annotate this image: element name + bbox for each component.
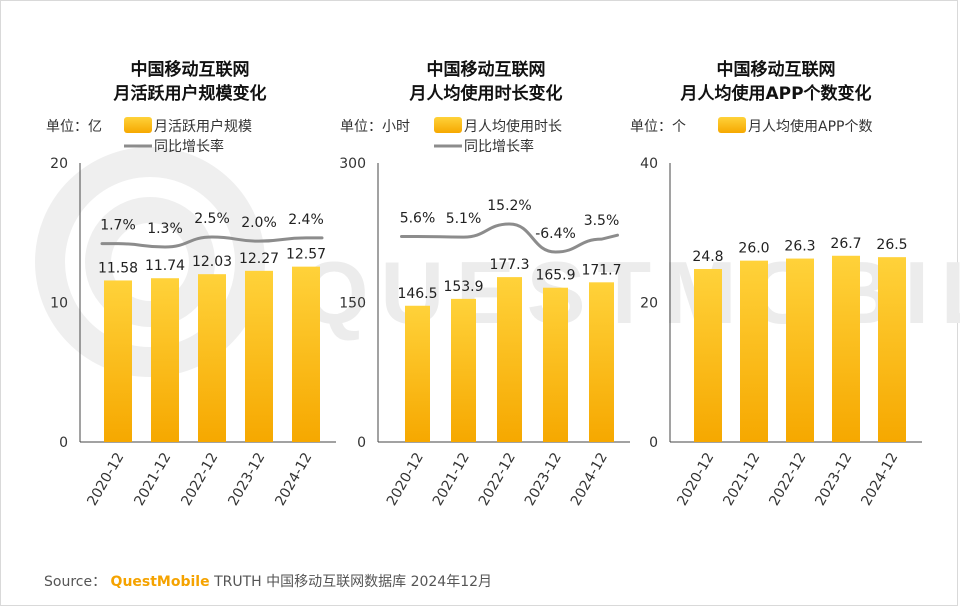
growth-label: 2.0% [241,215,277,231]
growth-label: -6.4% [535,226,576,242]
bar [198,274,226,442]
source-line: Source： QuestMobile TRUTH 中国移动互联网数据库 202… [44,571,492,591]
y-tick-label: 150 [339,296,366,312]
x-tick-label: 2021-12 [430,450,473,509]
y-tick-label: 0 [357,435,366,451]
legend-bar-swatch [124,117,152,133]
bar [405,305,430,442]
chart-title-line: 月活跃用户规模变化 [113,83,267,104]
bar [497,277,522,442]
bar-value-label: 165.9 [535,268,575,284]
growth-label: 1.3% [147,221,183,237]
x-tick-label: 2022-12 [178,450,221,509]
legend-line-label: 同比增长率 [154,138,224,155]
x-tick-label: 2024-12 [568,450,611,509]
bar [786,258,814,442]
unit-label: 单位：亿 [46,119,102,135]
bar [694,269,722,442]
x-tick-label: 2020-12 [674,450,717,509]
chart-title-line: 月人均使用APP个数变化 [679,83,871,104]
legend-bar-label: 月活跃用户规模 [154,118,252,135]
x-tick-label: 2023-12 [812,450,855,509]
unit-label: 单位：个 [630,119,686,135]
growth-label: 1.7% [100,218,136,234]
bar-value-label: 12.27 [239,251,279,267]
y-tick-label: 20 [50,156,68,172]
chart-title-line: 中国移动互联网 [131,59,250,80]
bar [451,298,476,442]
chart-title-line: 中国移动互联网 [427,59,546,80]
legend-bar-label: 月人均使用APP个数 [748,118,872,135]
growth-label: 2.5% [194,211,230,227]
source-label: Source： [44,574,107,590]
bar-value-label: 26.5 [876,237,907,253]
bar-value-label: 11.74 [145,258,185,274]
growth-label: 15.2% [487,198,531,214]
y-tick-label: 300 [339,156,366,172]
bar [740,260,768,442]
x-tick-label: 2024-12 [272,450,315,509]
y-tick-label: 10 [50,296,68,312]
bar [589,282,614,442]
bar [292,266,320,442]
chart-title-line: 中国移动互联网 [717,59,836,80]
x-tick-label: 2024-12 [858,450,901,509]
bar-value-label: 171.7 [581,262,621,278]
legend-bar-swatch [718,117,746,133]
bar-value-label: 12.57 [286,247,326,263]
y-tick-label: 40 [640,156,658,172]
x-tick-label: 2020-12 [384,450,427,509]
bar [832,255,860,442]
x-tick-label: 2023-12 [225,450,268,509]
bar-value-label: 11.58 [98,260,138,276]
legend-bar-label: 月人均使用时长 [464,118,562,135]
x-tick-label: 2020-12 [84,450,127,509]
growth-label: 5.1% [446,211,482,227]
legend-bar-swatch [434,117,462,133]
bar-value-label: 26.7 [830,236,861,252]
bar-value-label: 12.03 [192,254,232,270]
x-tick-label: 2021-12 [131,450,174,509]
growth-line [400,222,619,254]
bar [543,287,568,442]
bar-value-label: 177.3 [489,257,529,273]
y-tick-label: 0 [649,435,658,451]
bar-value-label: 26.0 [738,241,769,257]
x-tick-label: 2022-12 [476,450,519,509]
bar [878,257,906,442]
source-brand: QuestMobile [110,574,210,590]
unit-label: 单位：小时 [340,119,410,135]
bar [104,280,132,442]
growth-label: 2.4% [288,212,324,228]
growth-label: 5.6% [400,210,436,226]
legend-line-label: 同比增长率 [464,138,534,155]
x-tick-label: 2022-12 [766,450,809,509]
chart-title-line: 月人均使用时长变化 [409,83,563,104]
growth-label: 3.5% [584,213,620,229]
watermark-logo-icon [35,147,265,377]
source-text: TRUTH 中国移动互联网数据库 2024年12月 [214,574,493,590]
x-tick-label: 2021-12 [720,450,763,509]
bar-value-label: 146.5 [397,286,437,302]
growth-line [100,235,324,249]
bar-value-label: 26.3 [784,239,815,255]
bar [151,278,179,442]
y-tick-label: 0 [59,435,68,451]
x-tick-label: 2023-12 [522,450,565,509]
y-tick-label: 20 [640,296,658,312]
bar [245,270,273,442]
bar-value-label: 153.9 [443,279,483,295]
bar-value-label: 24.8 [692,249,723,265]
